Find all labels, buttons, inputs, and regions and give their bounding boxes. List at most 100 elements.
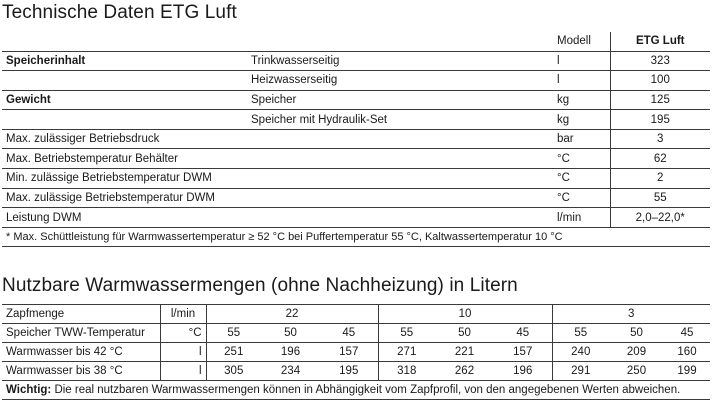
row-value: 3 — [609, 129, 710, 150]
technical-data-table: Modell ETG Luft Speicherinhalt Trinkwass… — [2, 32, 710, 248]
row-value: 2,0–22,0* — [609, 207, 710, 228]
row-sub — [247, 188, 553, 209]
cell-value: 55 — [377, 323, 435, 343]
row-sub — [247, 129, 553, 150]
cell-value: 55 — [205, 323, 261, 343]
table-row: Max. Betriebstemperatur Behälter °C 62 — [2, 148, 710, 170]
row-unit: °C — [159, 323, 206, 343]
row-unit: l — [159, 342, 206, 362]
table-row: Speicher mit Hydraulik-Set kg 195 — [2, 109, 710, 130]
table-row: Speicher TWW-Temperatur °C 55 50 45 55 5… — [2, 323, 710, 343]
important-note: Wichtig: Die real nutzbaren Warmwasserme… — [2, 380, 710, 400]
cell-value: 262 — [435, 361, 494, 381]
row-value: 55 — [609, 188, 710, 209]
cell-value: 50 — [261, 323, 320, 343]
row-value: 195 — [609, 109, 710, 130]
row-sub: Speicher mit Hydraulik-Set — [247, 109, 553, 130]
row-unit: bar — [553, 129, 610, 150]
cell-value: 240 — [551, 342, 609, 362]
row-unit: l — [553, 51, 610, 72]
section-title-technische-daten: Technische Daten ETG Luft — [2, 2, 237, 23]
cell-value: 160 — [664, 342, 710, 362]
cell-value: 196 — [261, 342, 320, 362]
table-row: Warmwasser bis 42 °C l 251 196 157 271 2… — [2, 342, 710, 362]
row-value: 62 — [609, 148, 710, 170]
row-param — [2, 109, 247, 130]
row-unit: °C — [553, 168, 610, 189]
table-row: Warmwasser bis 38 °C l 305 234 195 318 2… — [2, 361, 710, 381]
header-product: ETG Luft — [609, 32, 710, 52]
table-row: Speicherinhalt Trinkwasserseitig l 323 — [2, 51, 710, 72]
row-sub: Speicher — [247, 90, 553, 111]
cell-value: 234 — [261, 361, 320, 381]
row-param: Max. zulässige Betriebstemperatur DWM — [2, 188, 247, 209]
row-param: Speicherinhalt — [2, 51, 247, 72]
footnote-row: * Max. Schüttleistung für Warmwassertemp… — [2, 227, 710, 248]
cell-value: 157 — [494, 342, 552, 362]
cell-value: 250 — [609, 361, 664, 381]
row-sub: Heizwasserseitig — [247, 70, 553, 91]
cell-value: 318 — [377, 361, 435, 381]
note-text: Die real nutzbaren Warmwassermengen könn… — [51, 384, 681, 396]
table-row: Max. zulässiger Betriebsdruck bar 3 — [2, 129, 710, 150]
row-label: Speicher TWW-Temperatur — [2, 323, 160, 343]
row-sub — [247, 148, 553, 170]
row-unit: kg — [553, 90, 610, 111]
warmwater-table: Zapfmenge l/min 22 10 3 Speicher TWW-Tem… — [2, 304, 710, 400]
table-row: Min. zulässige Betriebstemperatur DWM °C… — [2, 168, 710, 189]
row-unit: °C — [553, 188, 610, 209]
row-param — [2, 70, 247, 91]
table-row: Gewicht Speicher kg 125 — [2, 90, 710, 111]
row-value: 125 — [609, 90, 710, 111]
cell-value: 271 — [377, 342, 435, 362]
row-param: Max. Betriebstemperatur Behälter — [2, 148, 247, 170]
row-param: Leistung DWM — [2, 207, 247, 228]
table-header-row: Modell ETG Luft — [2, 32, 710, 52]
table-row: Leistung DWM l/min 2,0–22,0* — [2, 207, 710, 228]
zapfmenge-label: Zapfmenge — [2, 304, 160, 324]
cell-value: 305 — [205, 361, 261, 381]
cell-value: 221 — [435, 342, 494, 362]
cell-value: 157 — [320, 342, 378, 362]
cell-value: 209 — [609, 342, 664, 362]
footnote: * Max. Schüttleistung für Warmwassertemp… — [2, 227, 710, 248]
table-row: Max. zulässige Betriebstemperatur DWM °C… — [2, 188, 710, 209]
section-title-warmwassermengen: Nutzbare Warmwassermengen (ohne Nachheiz… — [2, 275, 518, 296]
row-label: Warmwasser bis 38 °C — [2, 361, 160, 381]
header-modell: Modell — [553, 32, 610, 52]
row-sub — [247, 168, 553, 189]
row-param: Max. zulässiger Betriebsdruck — [2, 129, 247, 150]
table-row: Heizwasserseitig l 100 — [2, 70, 710, 91]
zapfmenge-group: 3 — [551, 304, 710, 324]
row-value: 2 — [609, 168, 710, 189]
zapfmenge-group: 10 — [377, 304, 552, 324]
zapfmenge-unit: l/min — [159, 304, 206, 324]
zapfmenge-group: 22 — [205, 304, 378, 324]
cell-value: 196 — [494, 361, 552, 381]
row-value: 100 — [609, 70, 710, 91]
cell-value: 251 — [205, 342, 261, 362]
cell-value: 50 — [435, 323, 494, 343]
row-value: 323 — [609, 51, 710, 72]
row-unit: l/min — [553, 207, 610, 228]
zapfmenge-row: Zapfmenge l/min 22 10 3 — [2, 304, 710, 324]
cell-value: 55 — [551, 323, 609, 343]
row-param: Min. zulässige Betriebstemperatur DWM — [2, 168, 247, 189]
row-sub — [247, 207, 553, 228]
note-label: Wichtig: — [6, 384, 52, 396]
row-unit: l — [553, 70, 610, 91]
row-sub: Trinkwasserseitig — [247, 51, 553, 72]
cell-value: 195 — [320, 361, 378, 381]
row-unit: l — [159, 361, 206, 381]
row-label: Warmwasser bis 42 °C — [2, 342, 160, 362]
note-row: Wichtig: Die real nutzbaren Warmwasserme… — [2, 380, 710, 400]
cell-value: 45 — [664, 323, 710, 343]
cell-value: 45 — [494, 323, 552, 343]
row-unit: kg — [553, 109, 610, 130]
cell-value: 199 — [664, 361, 710, 381]
cell-value: 45 — [320, 323, 378, 343]
row-unit: °C — [553, 148, 610, 170]
row-param: Gewicht — [2, 90, 247, 111]
cell-value: 50 — [609, 323, 664, 343]
cell-value: 291 — [551, 361, 609, 381]
